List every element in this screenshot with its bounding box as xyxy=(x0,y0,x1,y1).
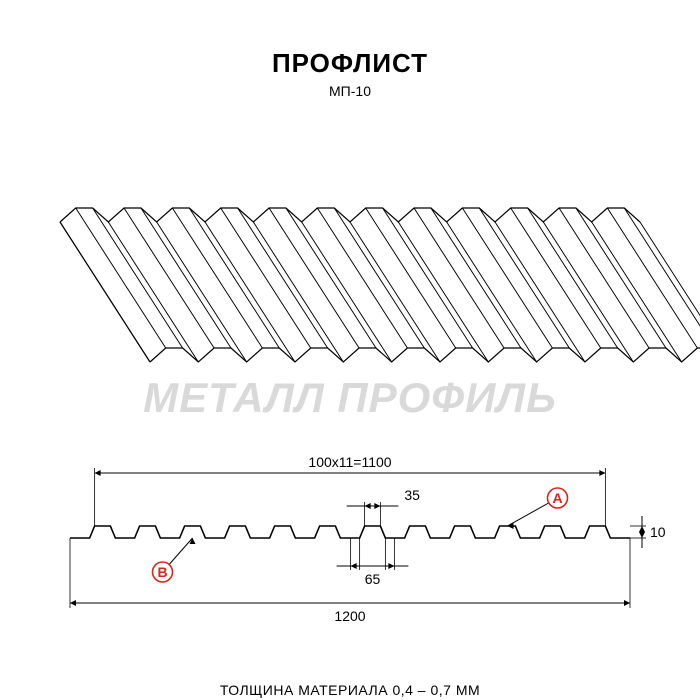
svg-text:B: B xyxy=(157,564,167,580)
svg-text:1200: 1200 xyxy=(334,608,365,624)
page-title: ПРОФЛИСТ xyxy=(0,48,700,79)
page-subtitle: МП-10 xyxy=(0,83,700,99)
footer-text: ТОЛЩИНА МАТЕРИАЛА 0,4 – 0,7 ММ xyxy=(0,682,700,698)
svg-text:65: 65 xyxy=(365,571,381,587)
svg-text:A: A xyxy=(552,490,562,506)
svg-text:10: 10 xyxy=(650,524,666,540)
svg-text:35: 35 xyxy=(404,487,420,503)
svg-text:100х11=1100: 100х11=1100 xyxy=(308,454,391,470)
